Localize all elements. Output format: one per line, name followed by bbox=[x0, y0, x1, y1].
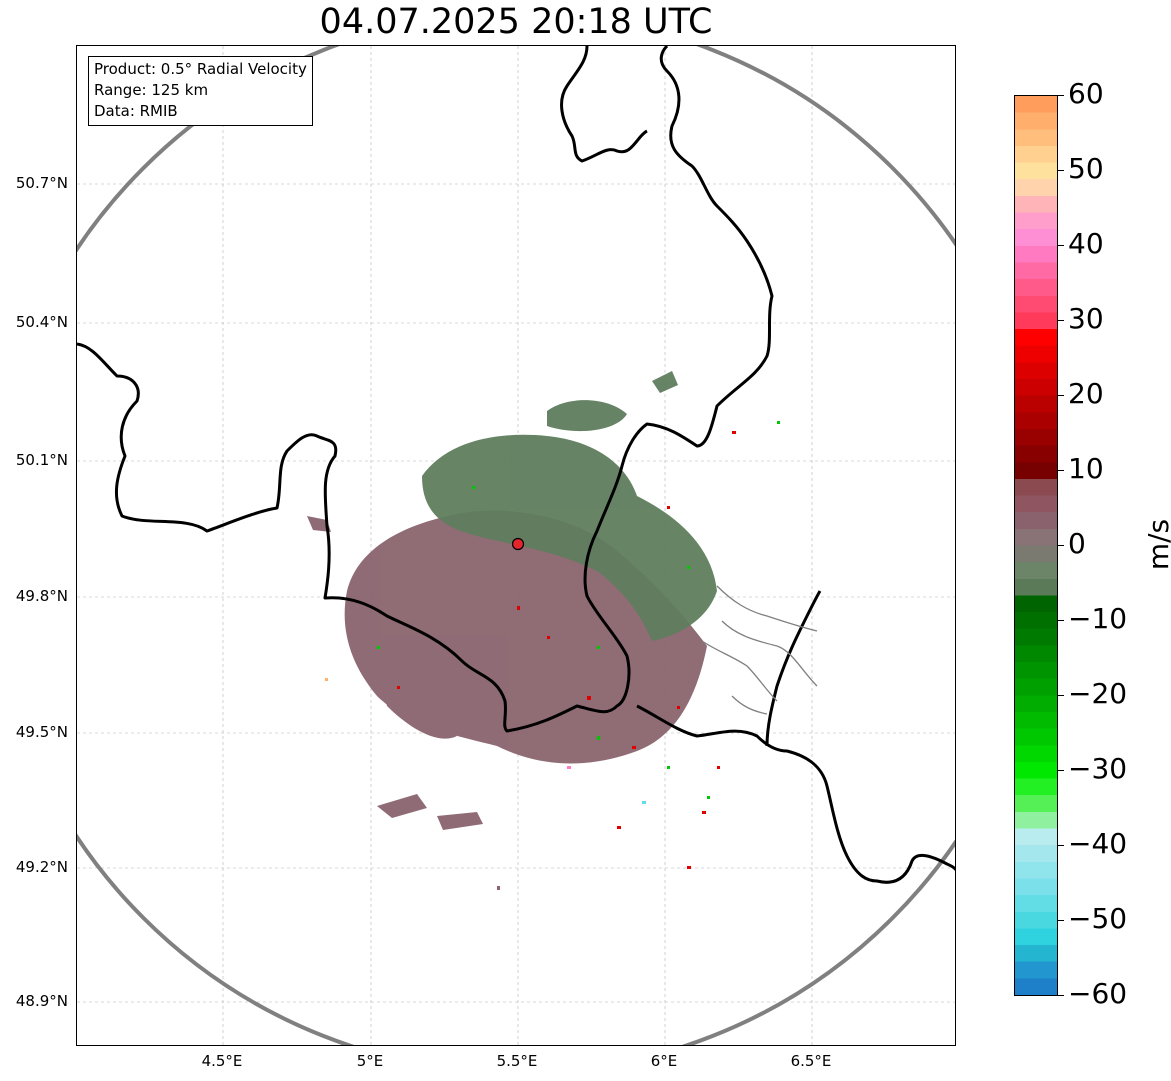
lon-label: 4.5°E bbox=[201, 1052, 243, 1070]
colorbar-tick-label: 20 bbox=[1068, 377, 1104, 410]
colorbar-tick-label: −10 bbox=[1068, 602, 1128, 635]
lat-label: 49.8°N bbox=[15, 587, 68, 605]
colorbar-tick-label: −60 bbox=[1068, 977, 1128, 1010]
lat-label: 48.9°N bbox=[15, 992, 68, 1010]
velocity-colorbar bbox=[1014, 95, 1058, 996]
colorbar-tick-mark bbox=[1058, 920, 1064, 921]
colorbar-tick-mark bbox=[1058, 245, 1064, 246]
colorbar-tick-label: −40 bbox=[1068, 827, 1128, 860]
colorbar-tick-mark bbox=[1058, 395, 1064, 396]
colorbar-tick-mark bbox=[1058, 770, 1064, 771]
radar-map bbox=[77, 46, 955, 1045]
colorbar-tick-mark bbox=[1058, 995, 1064, 996]
data-source-label: Data: RMIB bbox=[94, 102, 178, 120]
country-borders bbox=[77, 46, 955, 884]
echo-speckles bbox=[325, 421, 780, 890]
product-label: Product: 0.5° Radial Velocity bbox=[94, 60, 307, 78]
colorbar-tick-label: 50 bbox=[1068, 152, 1104, 185]
lon-label: 6°E bbox=[650, 1052, 678, 1070]
radar-site-marker bbox=[511, 537, 525, 551]
colorbar-tick-label: −50 bbox=[1068, 902, 1128, 935]
lat-label: 50.4°N bbox=[15, 313, 68, 331]
colorbar-tick-label: 10 bbox=[1068, 452, 1104, 485]
colorbar-unit-label: m/s bbox=[1142, 518, 1171, 571]
colorbar-tick-mark bbox=[1058, 845, 1064, 846]
lat-label: 50.1°N bbox=[15, 451, 68, 469]
colorbar-tick-mark bbox=[1058, 320, 1064, 321]
lon-label: 5°E bbox=[356, 1052, 384, 1070]
lat-label: 49.2°N bbox=[15, 858, 68, 876]
colorbar-tick-mark bbox=[1058, 170, 1064, 171]
map-title: 04.07.2025 20:18 UTC bbox=[319, 2, 713, 42]
colorbar-tick-mark bbox=[1058, 470, 1064, 471]
colorbar-tick-mark bbox=[1058, 695, 1064, 696]
colorbar-tick-label: 0 bbox=[1068, 527, 1086, 560]
radar-map-panel[interactable] bbox=[76, 45, 956, 1046]
range-label: Range: 125 km bbox=[94, 81, 209, 99]
colorbar-tick-label: −30 bbox=[1068, 752, 1128, 785]
colorbar-tick-mark bbox=[1058, 545, 1064, 546]
lat-label: 50.7°N bbox=[15, 174, 68, 192]
region-borders bbox=[701, 585, 818, 715]
colorbar-tick-label: −20 bbox=[1068, 677, 1128, 710]
lon-label: 5.5°E bbox=[496, 1052, 538, 1070]
colorbar-tick-label: 40 bbox=[1068, 227, 1104, 260]
product-info-box: Product: 0.5° Radial Velocity Range: 125… bbox=[88, 56, 313, 126]
colorbar-tick-mark bbox=[1058, 95, 1064, 96]
colorbar-tick-label: 30 bbox=[1068, 302, 1104, 335]
echo-field-approaching bbox=[422, 371, 717, 641]
colorbar-tick-mark bbox=[1058, 620, 1064, 621]
lat-label: 49.5°N bbox=[15, 723, 68, 741]
colorbar-tick-label: 60 bbox=[1068, 77, 1104, 110]
lon-label: 6.5°E bbox=[790, 1052, 832, 1070]
